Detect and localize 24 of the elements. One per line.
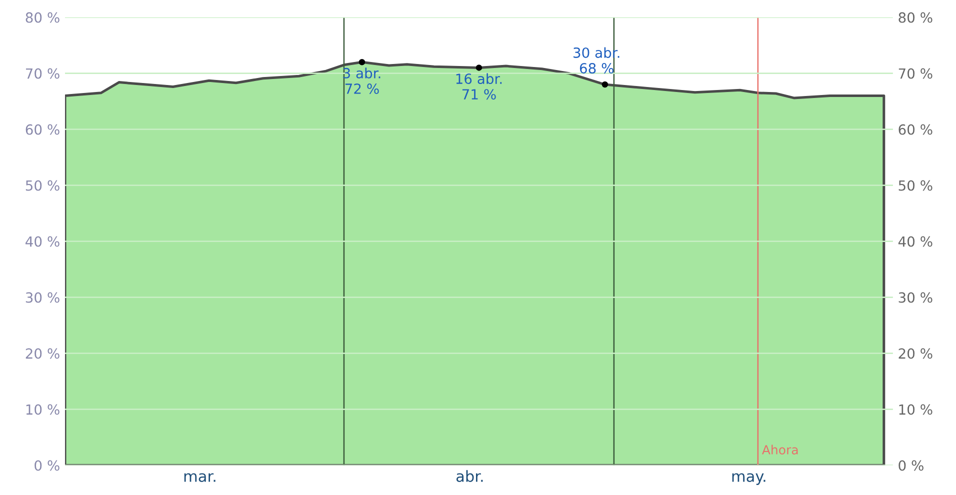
- y-tick-label: 20 %: [26, 348, 60, 359]
- y2-tick-label: 30 %: [898, 292, 932, 303]
- x-tick-label: may.: [732, 473, 766, 485]
- y2-tick-label: 50 %: [898, 180, 932, 191]
- y2-tick-label: 40 %: [898, 236, 932, 247]
- annotation: 3 abr. 72 %: [343, 68, 380, 94]
- y2-tick-label: 0 %: [898, 460, 924, 471]
- x-tick-label: abr.: [456, 470, 483, 482]
- y-tick-label: 50 %: [26, 180, 60, 191]
- y-tick-label: 60 %: [26, 124, 60, 135]
- y-tick-label: 10 %: [26, 404, 60, 415]
- y-tick-label: 0 %: [34, 460, 60, 471]
- y-tick-label: 30 %: [26, 292, 60, 303]
- y2-tick-label: 70 %: [898, 68, 932, 79]
- ref-line-label: Ahora: [762, 444, 798, 454]
- y2-tick-label: 80 %: [898, 12, 932, 23]
- y2-tick-label: 60 %: [898, 124, 932, 135]
- y-tick-label: 70 %: [26, 68, 60, 79]
- y-tick-label: 80 %: [26, 12, 60, 23]
- y-tick-label: 40 %: [26, 236, 60, 247]
- y2-tick-label: 10 %: [899, 404, 932, 415]
- x-tick-label: mar.: [184, 473, 216, 482]
- annotation: 16 abr. 71 %: [456, 73, 502, 100]
- y2-tick-label: 20 %: [898, 348, 932, 359]
